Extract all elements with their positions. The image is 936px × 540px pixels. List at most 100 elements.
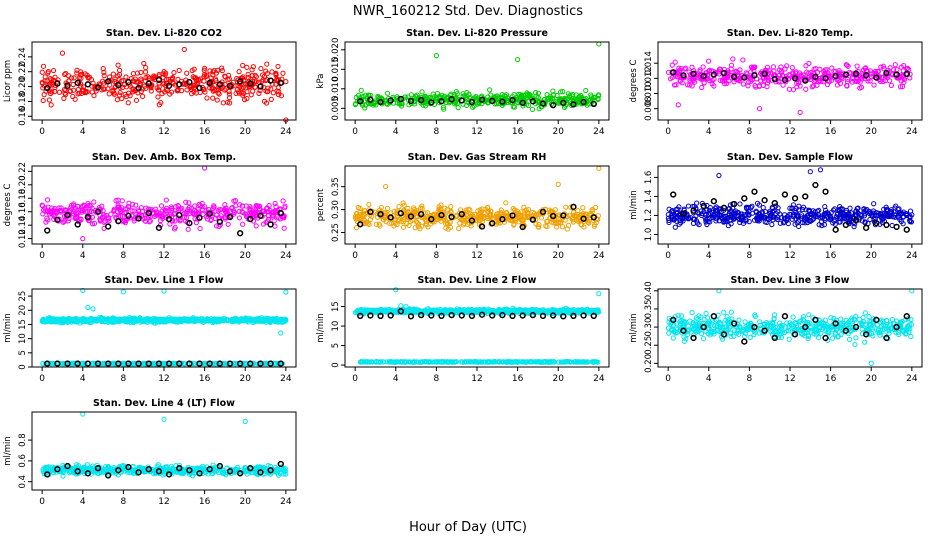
x-tick-label: 8 bbox=[747, 251, 753, 261]
data-point bbox=[275, 63, 281, 70]
data-point bbox=[41, 92, 47, 98]
data-point bbox=[130, 89, 136, 95]
mean-point bbox=[377, 98, 384, 106]
x-tick-label: 4 bbox=[706, 127, 712, 137]
mean-point bbox=[499, 98, 506, 105]
mean-point bbox=[216, 218, 223, 225]
outlier-point bbox=[383, 184, 389, 190]
data-point bbox=[100, 66, 106, 72]
data-point bbox=[706, 68, 712, 74]
data-point bbox=[525, 102, 532, 109]
data-point bbox=[156, 71, 162, 78]
data-point bbox=[892, 62, 898, 68]
mean-point bbox=[802, 77, 809, 84]
data-point bbox=[595, 93, 602, 99]
data-point bbox=[63, 207, 69, 213]
data-point bbox=[202, 65, 208, 71]
mean-point bbox=[893, 223, 900, 230]
mean-point bbox=[367, 96, 374, 103]
data-point bbox=[679, 80, 685, 86]
y-axis-label: ml/min bbox=[3, 313, 13, 343]
x-tick-label: 8 bbox=[121, 127, 127, 137]
data-point bbox=[384, 90, 391, 96]
plot-frame bbox=[344, 41, 610, 121]
data-point bbox=[196, 201, 202, 207]
data-point bbox=[239, 209, 245, 215]
data-point bbox=[244, 95, 250, 102]
data-point bbox=[110, 71, 116, 77]
outlier-point bbox=[797, 109, 803, 116]
data-point bbox=[419, 89, 425, 95]
data-point bbox=[49, 89, 55, 95]
data-point bbox=[486, 97, 492, 103]
x-tick-label: 8 bbox=[434, 127, 440, 137]
data-point bbox=[201, 78, 207, 84]
mean-point bbox=[560, 99, 567, 106]
data-point bbox=[106, 91, 112, 97]
data-point bbox=[111, 90, 117, 96]
data-point bbox=[362, 105, 368, 111]
plot-frame bbox=[31, 288, 297, 368]
mean-point bbox=[670, 69, 677, 76]
mean-point bbox=[105, 78, 112, 85]
mean-point bbox=[710, 198, 717, 205]
data-point bbox=[529, 106, 536, 113]
mean-point bbox=[863, 72, 870, 79]
plot-frame bbox=[344, 165, 610, 245]
data-point bbox=[501, 93, 507, 99]
data-point bbox=[862, 65, 868, 72]
data-point bbox=[747, 76, 754, 82]
data-point bbox=[226, 94, 233, 101]
data-point bbox=[149, 82, 155, 88]
data-point bbox=[185, 206, 191, 212]
x-tick-label: 16 bbox=[512, 251, 524, 261]
y-tick-label: 0.015 bbox=[331, 57, 341, 81]
mean-point bbox=[812, 181, 819, 189]
data-point bbox=[86, 74, 93, 80]
data-point bbox=[811, 66, 817, 72]
data-point bbox=[39, 202, 45, 208]
mean-point bbox=[428, 99, 435, 106]
x-tick-label: 8 bbox=[121, 374, 127, 384]
y-tick-label: 15 bbox=[18, 319, 28, 330]
data-point bbox=[133, 97, 140, 103]
data-point bbox=[218, 213, 224, 219]
y-tick-label: 0.14 bbox=[18, 216, 28, 235]
mean-point bbox=[903, 70, 910, 77]
data-point bbox=[42, 74, 48, 80]
mean-point bbox=[781, 191, 789, 198]
data-point bbox=[488, 92, 494, 98]
data-point bbox=[61, 218, 67, 224]
data-point bbox=[202, 204, 208, 210]
data-point bbox=[391, 96, 397, 102]
data-point bbox=[440, 104, 447, 110]
data-point bbox=[155, 94, 161, 100]
mean-point bbox=[509, 97, 516, 104]
data-point bbox=[114, 97, 120, 103]
mean-point bbox=[741, 195, 748, 202]
data-point bbox=[280, 198, 286, 204]
data-point bbox=[171, 211, 177, 217]
data-point bbox=[214, 97, 220, 103]
mean-point bbox=[165, 216, 173, 223]
data-point bbox=[272, 200, 278, 207]
data-point bbox=[272, 208, 279, 214]
data-point bbox=[216, 207, 222, 213]
x-tick-label: 8 bbox=[434, 251, 440, 261]
data-point bbox=[141, 60, 147, 67]
data-point bbox=[547, 93, 553, 99]
data-point bbox=[845, 76, 851, 82]
data-point bbox=[253, 209, 259, 216]
data-point bbox=[275, 92, 282, 98]
data-point bbox=[240, 74, 246, 80]
outlier-point bbox=[596, 165, 602, 171]
y-tick-label: 0.005 bbox=[331, 96, 341, 120]
data-point bbox=[405, 94, 411, 100]
data-point bbox=[245, 71, 251, 77]
mean-point bbox=[680, 72, 687, 79]
data-point bbox=[253, 74, 259, 80]
data-point bbox=[97, 218, 103, 224]
x-tick-label: 0 bbox=[352, 251, 358, 261]
data-point bbox=[191, 89, 197, 95]
mean-point bbox=[822, 75, 829, 82]
